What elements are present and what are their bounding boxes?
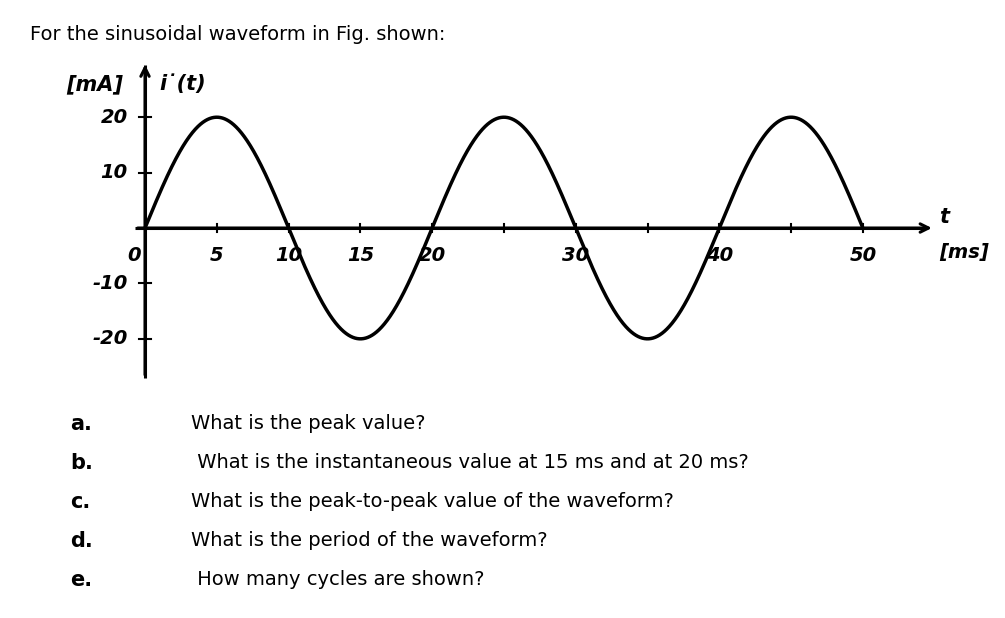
- Text: a.: a.: [70, 414, 92, 434]
- Text: b.: b.: [70, 453, 93, 473]
- Text: 0: 0: [127, 246, 141, 265]
- Text: 30: 30: [562, 246, 589, 265]
- Text: For the sinusoidal waveform in Fig. shown:: For the sinusoidal waveform in Fig. show…: [30, 25, 445, 44]
- Text: What is the instantaneous value at 15 ms and at 20 ms?: What is the instantaneous value at 15 ms…: [191, 453, 749, 472]
- Text: t: t: [939, 207, 949, 227]
- Text: 40: 40: [706, 246, 733, 265]
- Text: 20: 20: [100, 108, 128, 127]
- Text: i˙(t): i˙(t): [160, 74, 206, 94]
- Text: 15: 15: [347, 246, 374, 265]
- Text: -20: -20: [92, 329, 128, 349]
- Text: What is the peak-to-peak value of the waveform?: What is the peak-to-peak value of the wa…: [191, 492, 673, 511]
- Text: 10: 10: [100, 163, 128, 182]
- Text: 20: 20: [418, 246, 446, 265]
- Text: [mA]: [mA]: [66, 74, 123, 94]
- Text: e.: e.: [70, 570, 92, 590]
- Text: How many cycles are shown?: How many cycles are shown?: [191, 570, 484, 589]
- Text: What is the period of the waveform?: What is the period of the waveform?: [191, 531, 548, 550]
- Text: c.: c.: [70, 492, 90, 512]
- Text: 5: 5: [210, 246, 223, 265]
- Text: 10: 10: [275, 246, 303, 265]
- Text: 50: 50: [849, 246, 876, 265]
- Text: [ms]: [ms]: [939, 243, 989, 263]
- Text: d.: d.: [70, 531, 93, 551]
- Text: What is the peak value?: What is the peak value?: [191, 414, 425, 433]
- Text: -10: -10: [92, 274, 128, 293]
